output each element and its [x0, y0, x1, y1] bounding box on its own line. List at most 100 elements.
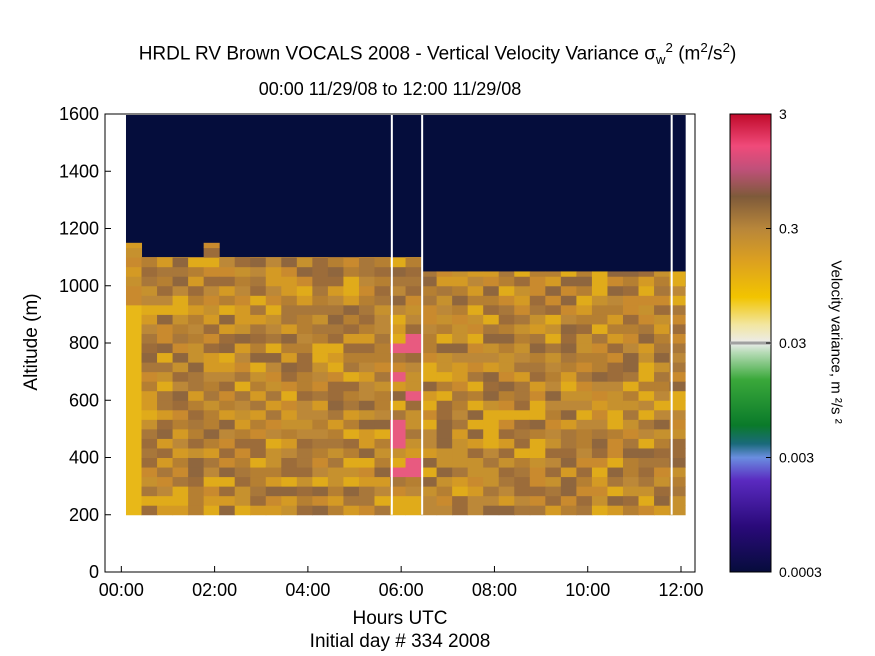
heatmap-cell [405, 257, 422, 268]
heatmap-cell [219, 323, 236, 334]
heatmap-cell [234, 457, 251, 468]
heatmap-cell [576, 314, 593, 325]
heatmap-cell [560, 371, 577, 382]
heatmap-cell [654, 314, 671, 325]
heatmap-cell [452, 314, 469, 325]
heatmap-cell [669, 314, 686, 325]
heatmap-cell [188, 295, 205, 306]
heatmap-cell [390, 304, 407, 315]
heatmap-cell [203, 419, 220, 430]
heatmap-cell [452, 276, 469, 287]
heatmap-cell [483, 447, 500, 459]
heatmap-cell [265, 304, 282, 315]
heatmap-cell [203, 381, 220, 392]
heatmap-cell [327, 352, 344, 363]
heatmap-cell [312, 257, 329, 268]
heatmap-cell [560, 400, 577, 411]
heatmap-cell [545, 438, 562, 449]
heatmap-cell [390, 257, 407, 258]
heatmap-cell [157, 428, 174, 439]
heatmap-cell [436, 295, 453, 306]
heatmap-cell [560, 495, 577, 506]
heatmap-cell [405, 371, 422, 382]
heatmap-cell [343, 467, 360, 478]
heatmap-cell [591, 271, 608, 277]
heatmap-cell [374, 381, 391, 392]
heatmap-cell [576, 419, 593, 430]
heatmap-cell [669, 271, 686, 277]
heatmap-cell [125, 323, 143, 334]
x-tick-label: 02:00 [192, 580, 237, 600]
heatmap-cell [622, 400, 640, 411]
heatmap-cell [607, 333, 624, 344]
chart-subtitle: 00:00 11/29/08 to 12:00 11/29/08 [258, 79, 522, 99]
heatmap-cell [622, 381, 640, 392]
heatmap-cell [188, 352, 205, 363]
heatmap-cell [172, 371, 189, 382]
heatmap-cell [343, 505, 360, 516]
heatmap-cell [669, 333, 686, 344]
heatmap-cell [529, 505, 546, 516]
heatmap-cell [327, 333, 344, 344]
x-tick-label: 08:00 [472, 580, 517, 600]
heatmap-cell [358, 428, 375, 439]
heatmap-cell [591, 285, 608, 296]
heatmap-cell [327, 400, 344, 411]
heatmap-cell [452, 362, 469, 373]
heatmap-cell [374, 476, 391, 487]
heatmap-cell [591, 371, 608, 382]
heatmap-cell [467, 276, 484, 287]
heatmap-cell [669, 343, 686, 354]
heatmap-cell [452, 333, 469, 344]
heatmap-cell [545, 390, 562, 401]
heatmap-cell [545, 381, 562, 392]
heatmap-cell [188, 314, 205, 325]
heatmap-cell [591, 295, 608, 306]
heatmap-cell [125, 428, 143, 439]
heatmap-cell [405, 505, 422, 516]
heatmap-cell [296, 352, 313, 363]
heatmap-cell [529, 447, 546, 459]
heatmap-cell [250, 457, 267, 468]
heatmap-cell [358, 257, 375, 268]
heatmap-cell [374, 295, 391, 306]
heatmap-cell [188, 428, 205, 439]
heatmap-cell [312, 257, 329, 258]
heatmap-cell [188, 476, 205, 487]
heatmap-cell [483, 428, 500, 439]
heatmap-cell [125, 447, 143, 459]
heatmap-cell [607, 467, 624, 478]
heatmap-cell [327, 295, 344, 306]
heatmap-cell [203, 276, 220, 287]
heatmap-cell [203, 343, 220, 354]
heatmap-cell [250, 362, 267, 373]
heatmap-cell [250, 257, 267, 258]
heatmap-cell [390, 333, 407, 344]
heatmap-cell [234, 304, 251, 315]
heatmap-cell [296, 467, 313, 478]
heatmap-cell [622, 333, 640, 344]
heatmap-cell [188, 447, 205, 459]
heatmap-cell [250, 323, 267, 334]
heatmap-cell [172, 276, 189, 287]
heatmap-cell [669, 352, 686, 363]
heatmap-cell [576, 486, 593, 497]
heatmap-cell [654, 476, 671, 487]
heatmap-cell [638, 314, 655, 325]
heatmap-cell [654, 285, 671, 296]
heatmap-cell [265, 495, 282, 506]
heatmap-cell [219, 352, 236, 363]
heatmap-cell [654, 390, 671, 401]
heatmap-cell [234, 352, 251, 363]
heatmap-cell [312, 457, 329, 468]
heatmap-cell [498, 467, 515, 478]
heatmap-cell [529, 314, 546, 325]
heatmap-cell [452, 505, 469, 516]
heatmap-cell [436, 409, 453, 420]
heatmap-cell [421, 400, 438, 411]
heatmap-cell [669, 295, 686, 306]
heatmap-cell [638, 447, 655, 459]
heatmap-cell [545, 323, 562, 334]
heatmap-cell [405, 352, 422, 363]
heatmap-cell [654, 304, 671, 315]
